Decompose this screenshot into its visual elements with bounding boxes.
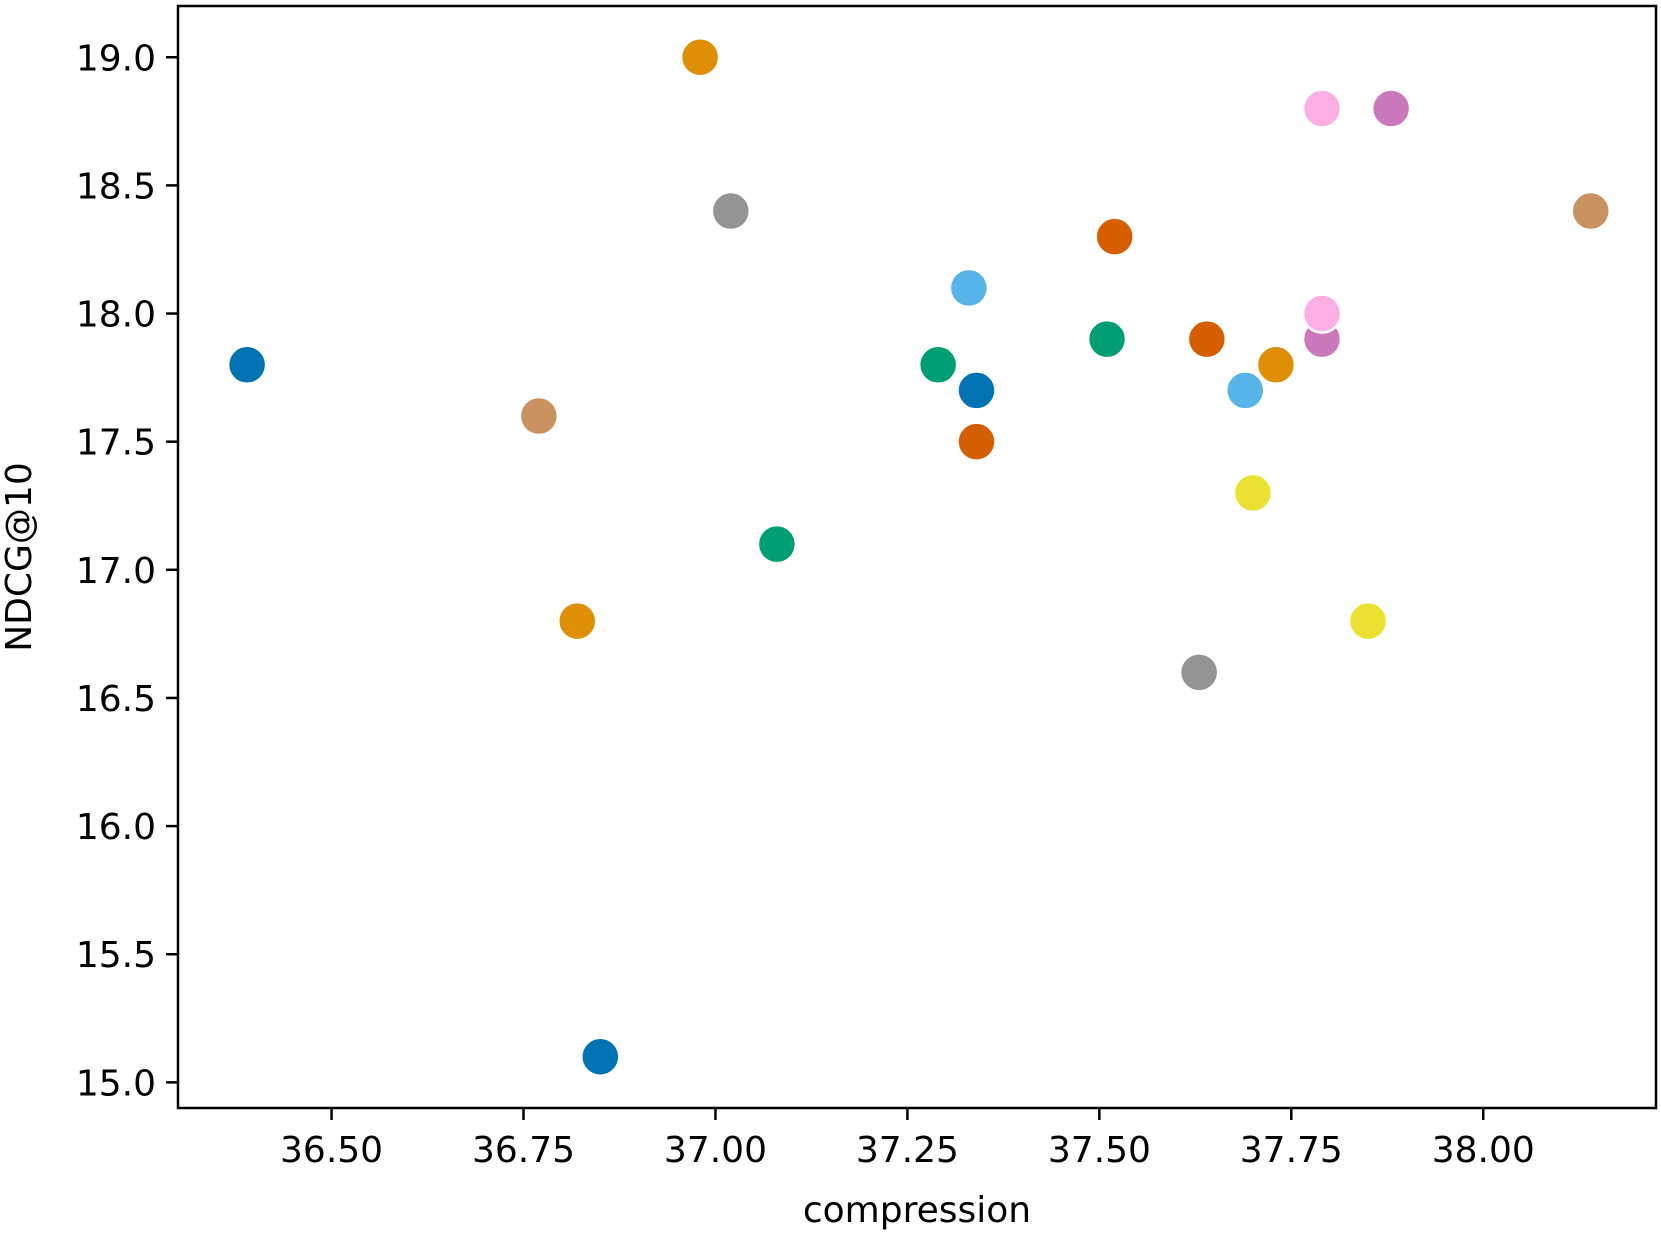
x-tick-label: 36.75 xyxy=(472,1130,575,1171)
scatter-point xyxy=(1347,600,1389,642)
x-tick-label: 37.50 xyxy=(1048,1130,1151,1171)
y-tick-label: 16.0 xyxy=(76,807,156,848)
y-tick-label: 15.5 xyxy=(76,935,156,976)
scatter-point xyxy=(1224,370,1266,411)
scatter-point xyxy=(948,267,990,309)
y-tick-label: 17.0 xyxy=(76,551,156,592)
x-tick-label: 37.25 xyxy=(856,1130,959,1171)
scatter-point xyxy=(679,37,721,78)
scatter-point xyxy=(710,190,752,232)
scatter-point xyxy=(580,1036,621,1077)
x-tick-label: 36.50 xyxy=(280,1130,383,1171)
scatter-point xyxy=(1301,293,1343,334)
plot-area xyxy=(178,6,1656,1108)
data-points xyxy=(226,37,1611,1077)
scatter-point xyxy=(1086,318,1128,360)
y-tick-label: 18.5 xyxy=(76,166,156,207)
scatter-point xyxy=(756,523,798,565)
y-tick-label: 18.0 xyxy=(76,295,156,336)
y-axis: 15.0 15.5 16.0 16.5 17.0 17.5 18.0 18.5 19.0 xyxy=(76,38,178,1104)
scatter-point xyxy=(1232,472,1274,514)
scatter-point xyxy=(1186,318,1228,360)
scatter-point xyxy=(1094,216,1135,257)
plot-frame xyxy=(176,4,1658,1110)
scatter-point xyxy=(226,344,268,386)
x-tick-label: 37.75 xyxy=(1240,1130,1343,1171)
y-tick-label: 17.5 xyxy=(76,423,156,464)
x-axis-label: compression xyxy=(803,1190,1031,1231)
scatter-point xyxy=(1570,190,1611,232)
x-tick-label: 38.00 xyxy=(1432,1130,1535,1171)
scatter-point xyxy=(1255,344,1297,386)
scatter-point xyxy=(1178,652,1220,693)
y-tick-label: 16.5 xyxy=(76,679,156,720)
scatter-point xyxy=(518,395,560,437)
y-tick-label: 19.0 xyxy=(76,38,156,79)
x-tick-label: 37.00 xyxy=(664,1130,767,1171)
scatter-point xyxy=(956,370,997,411)
scatter-point xyxy=(956,421,997,462)
y-axis-label: NDCG@10 xyxy=(0,462,40,652)
scatter-point xyxy=(917,344,959,386)
x-axis: 36.50 36.75 37.00 37.25 37.50 37.75 38.00 xyxy=(280,1108,1535,1171)
y-tick-label: 15.0 xyxy=(76,1063,156,1104)
scatter-point xyxy=(1370,88,1412,129)
scatter-point xyxy=(557,600,598,642)
scatter-point xyxy=(1301,88,1343,129)
